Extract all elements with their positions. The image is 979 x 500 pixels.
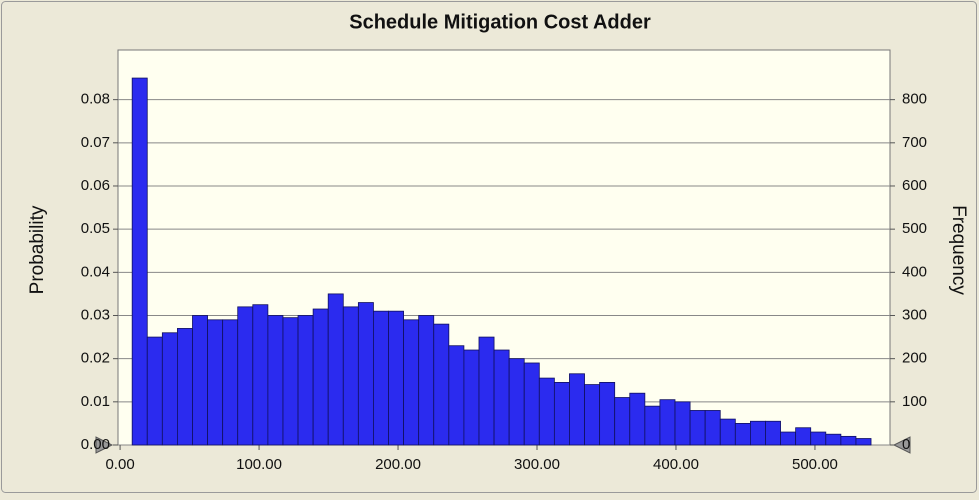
y2-tick-label: 100 (902, 393, 927, 410)
bar (237, 306, 254, 446)
bar (508, 358, 525, 446)
bar (569, 373, 585, 446)
bar (177, 328, 193, 446)
y-axis-label: Probability (27, 205, 48, 294)
bar (584, 384, 601, 446)
bar (373, 310, 389, 446)
y-tick-label: 0.00 (81, 436, 110, 453)
bar (207, 319, 224, 446)
bar (750, 420, 766, 446)
bar (463, 349, 480, 446)
y2-tick-label: 800 (902, 91, 927, 108)
bar (810, 431, 827, 446)
bar (161, 332, 178, 446)
bar (674, 401, 691, 446)
bar (252, 304, 269, 446)
y2-tick-label: 300 (902, 306, 927, 323)
bar (342, 306, 359, 446)
bar (825, 433, 842, 446)
x-tick-label: 0.00 (105, 456, 134, 473)
y2-tick-label: 700 (902, 134, 927, 151)
bar (267, 315, 284, 446)
bar (659, 399, 676, 446)
bar (538, 377, 555, 446)
bar (418, 315, 435, 446)
bar (357, 302, 374, 446)
y-tick-label: 0.01 (81, 393, 110, 410)
bar (403, 319, 420, 446)
bar (192, 315, 208, 446)
bar (553, 382, 570, 446)
x-tick-label: 200.00 (375, 456, 421, 473)
y2-tick-label: 200 (902, 350, 927, 367)
y-tick-label: 0.04 (81, 263, 110, 280)
bar (840, 435, 857, 446)
y-tick-label: 0.03 (81, 306, 110, 323)
bar (131, 77, 148, 446)
bar (855, 438, 872, 446)
right-slider[interactable] (892, 436, 911, 454)
bar (719, 418, 736, 446)
bar (282, 317, 299, 446)
bar (146, 336, 163, 446)
x-tick-label: 100.00 (236, 456, 282, 473)
left-slider[interactable] (95, 436, 114, 454)
bar (523, 362, 540, 446)
bar (614, 397, 631, 446)
bar (734, 423, 751, 446)
y2-tick-label: 400 (902, 263, 927, 280)
bar (780, 431, 797, 446)
y-tick-label: 0.08 (81, 91, 110, 108)
bar (312, 308, 329, 446)
bar (795, 427, 812, 446)
bar (478, 336, 495, 446)
y2-tick-label: 600 (902, 177, 927, 194)
y-tick-label: 0.06 (81, 177, 110, 194)
bar (689, 410, 706, 446)
bar (222, 319, 239, 446)
y2-tick-label: 0 (902, 436, 910, 453)
x-tick-label: 400.00 (653, 456, 699, 473)
bar (493, 349, 510, 446)
bar (704, 410, 721, 446)
y-tick-label: 0.07 (81, 134, 110, 151)
bar (629, 392, 646, 446)
x-tick-label: 300.00 (514, 456, 560, 473)
bar (599, 382, 616, 446)
bar (388, 310, 404, 446)
x-tick-label: 500.00 (792, 456, 838, 473)
bar (433, 323, 450, 446)
bar (765, 420, 781, 446)
chart-title: Schedule Mitigation Cost Adder (349, 11, 651, 33)
bar (448, 345, 465, 446)
y2-tick-label: 500 (902, 220, 927, 237)
y-tick-label: 0.02 (81, 350, 110, 367)
y2-axis-label: Frequency (948, 205, 969, 295)
y-tick-label: 0.05 (81, 220, 110, 237)
bar (327, 293, 344, 446)
bar (644, 405, 661, 446)
bar (297, 315, 314, 446)
